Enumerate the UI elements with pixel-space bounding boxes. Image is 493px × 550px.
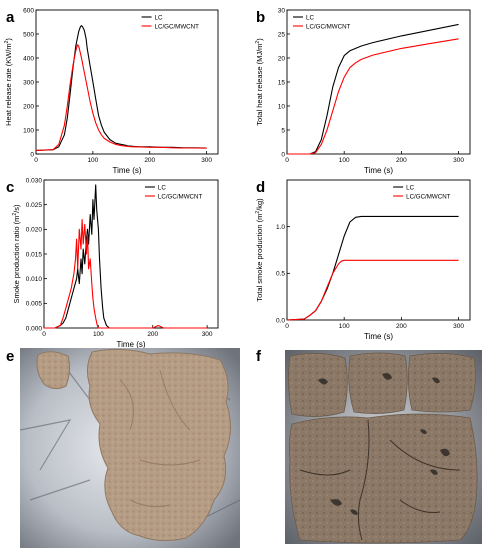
- x-axis-title-b: Time (s): [364, 166, 393, 175]
- y-axis-title-a: Heat release rate (KW/m2): [4, 38, 13, 126]
- photo-f-char-top-left: [288, 353, 348, 417]
- x-tick-label-d-3: 300: [453, 323, 464, 330]
- legend-label-d-0: LC: [406, 184, 414, 191]
- x-tick-label-c-1: 100: [93, 331, 104, 338]
- y-tick-label-c-4: 0.020: [26, 227, 43, 234]
- photo-e: e: [6, 348, 241, 548]
- x-axis-title-d: Time (s): [364, 332, 393, 341]
- series-line-c-1: [44, 218, 208, 329]
- y-tick-label-c-1: 0.005: [26, 301, 43, 308]
- y-tick-label-b-2: 10: [278, 103, 286, 110]
- y-tick-label-c-3: 0.015: [26, 251, 43, 258]
- y-tick-label-d-1: 0.5: [276, 271, 285, 278]
- x-axis-title-a: Time (s): [112, 166, 141, 175]
- panel-label-c: c: [6, 179, 14, 196]
- y-tick-label-a-5: 500: [23, 31, 34, 38]
- x-tick-label-b-0: 0: [285, 157, 289, 164]
- x-tick-label-a-1: 100: [87, 157, 98, 164]
- y-tick-label-a-0: 0: [30, 151, 34, 158]
- plot-frame-c: [43, 179, 219, 329]
- y-tick-label-c-0: 0.000: [26, 325, 43, 332]
- panel-label-d: d: [256, 179, 265, 196]
- panel-label-f: f: [256, 348, 262, 365]
- x-tick-label-d-1: 100: [339, 323, 350, 330]
- x-tick-label-c-0: 0: [42, 331, 46, 338]
- y-tick-label-b-3: 15: [278, 79, 286, 86]
- chart-a: a 0 100 200 300 0 100 200 300 400 500 600 Time (s) He…: [4, 7, 219, 175]
- chart-d: d 0 100 200 300 0.0 0.5 1.0 Time (s) Total smoke …: [255, 179, 471, 341]
- y-tick-label-b-0: 0: [281, 151, 285, 158]
- x-tick-label-d-2: 200: [396, 323, 407, 330]
- series-line-c-0: [44, 184, 208, 329]
- photo-f: f: [256, 348, 482, 544]
- y-tick-label-c-2: 0.010: [26, 276, 43, 283]
- series-line-a-1: [35, 44, 207, 151]
- photo-f-dark-spots: [318, 373, 450, 515]
- x-tick-label-a-2: 200: [144, 157, 155, 164]
- y-tick-label-a-3: 300: [23, 79, 34, 86]
- x-tick-label-b-2: 200: [396, 157, 407, 164]
- plot-frame-d: [286, 179, 471, 321]
- x-tick-label-b-3: 300: [453, 157, 464, 164]
- x-tick-label-a-3: 300: [201, 157, 212, 164]
- legend-label-a-1: LC/GC/MWCNT: [155, 23, 200, 30]
- y-tick-label-c-5: 0.025: [26, 202, 43, 209]
- photo-f-char-top-mid: [348, 352, 408, 414]
- panel-label-e: e: [6, 348, 14, 365]
- photo-f-cracks: [299, 419, 461, 541]
- panel-label-a: a: [6, 9, 15, 26]
- chart-b: b 0 100 200 300 0 5 10 15 20 25 30 Time (s) Total hea…: [255, 7, 471, 175]
- legend-label-b-0: LC: [306, 14, 314, 21]
- y-axis-title-d: Total smoke production (m2/kg): [255, 198, 264, 302]
- plot-frame-b: [286, 9, 471, 155]
- y-tick-label-a-1: 100: [23, 127, 34, 134]
- photo-f-char-bottom: [288, 413, 478, 544]
- y-tick-label-b-6: 30: [278, 7, 286, 14]
- plot-frame-a: [35, 9, 219, 155]
- series-line-d-1: [286, 259, 459, 321]
- legend-label-c-1: LC/GC/MWCNT: [158, 193, 203, 200]
- series-line-a-0: [35, 25, 207, 151]
- legend-label-c-0: LC: [158, 184, 166, 191]
- legend-label-a-0: LC: [155, 14, 163, 21]
- y-tick-label-d-2: 1.0: [276, 224, 285, 231]
- y-tick-label-b-5: 25: [278, 31, 286, 38]
- y-tick-label-c-6: 0.030: [26, 177, 43, 184]
- photo-e-residue: [36, 348, 231, 542]
- series-line-b-1: [287, 38, 459, 155]
- photo-f-char-top-right: [408, 353, 476, 413]
- y-tick-label-b-4: 20: [278, 55, 286, 62]
- y-tick-label-a-4: 400: [23, 55, 34, 62]
- y-axis-title-b: Total heat release (MJ/m2): [255, 38, 264, 126]
- x-tick-label-c-2: 200: [147, 331, 158, 338]
- series-line-d-0: [286, 215, 459, 321]
- panel-label-b: b: [256, 9, 265, 26]
- y-tick-label-a-6: 600: [23, 7, 34, 14]
- y-tick-label-d-0: 0.0: [276, 317, 285, 324]
- x-tick-label-d-0: 0: [285, 323, 289, 330]
- x-tick-label-b-1: 100: [339, 157, 350, 164]
- x-tick-label-c-3: 300: [202, 331, 213, 338]
- y-tick-label-a-2: 200: [23, 103, 34, 110]
- x-tick-label-a-0: 0: [34, 157, 38, 164]
- y-tick-label-b-1: 5: [281, 127, 285, 134]
- series-line-b-0: [287, 23, 459, 155]
- photo-e-cracks: [119, 369, 201, 508]
- chart-c: c 0 100 200 300 0.000 0.005 0.010 0.015 0.020 0.02…: [6, 177, 219, 349]
- legend-label-b-1: LC/GC/MWCNT: [306, 23, 351, 30]
- x-axis-title-c: Time (s): [116, 340, 145, 349]
- legend-label-d-1: LC/GC/MWCNT: [406, 193, 451, 200]
- y-axis-title-c: Smoke production ratio (m2/s): [12, 204, 21, 304]
